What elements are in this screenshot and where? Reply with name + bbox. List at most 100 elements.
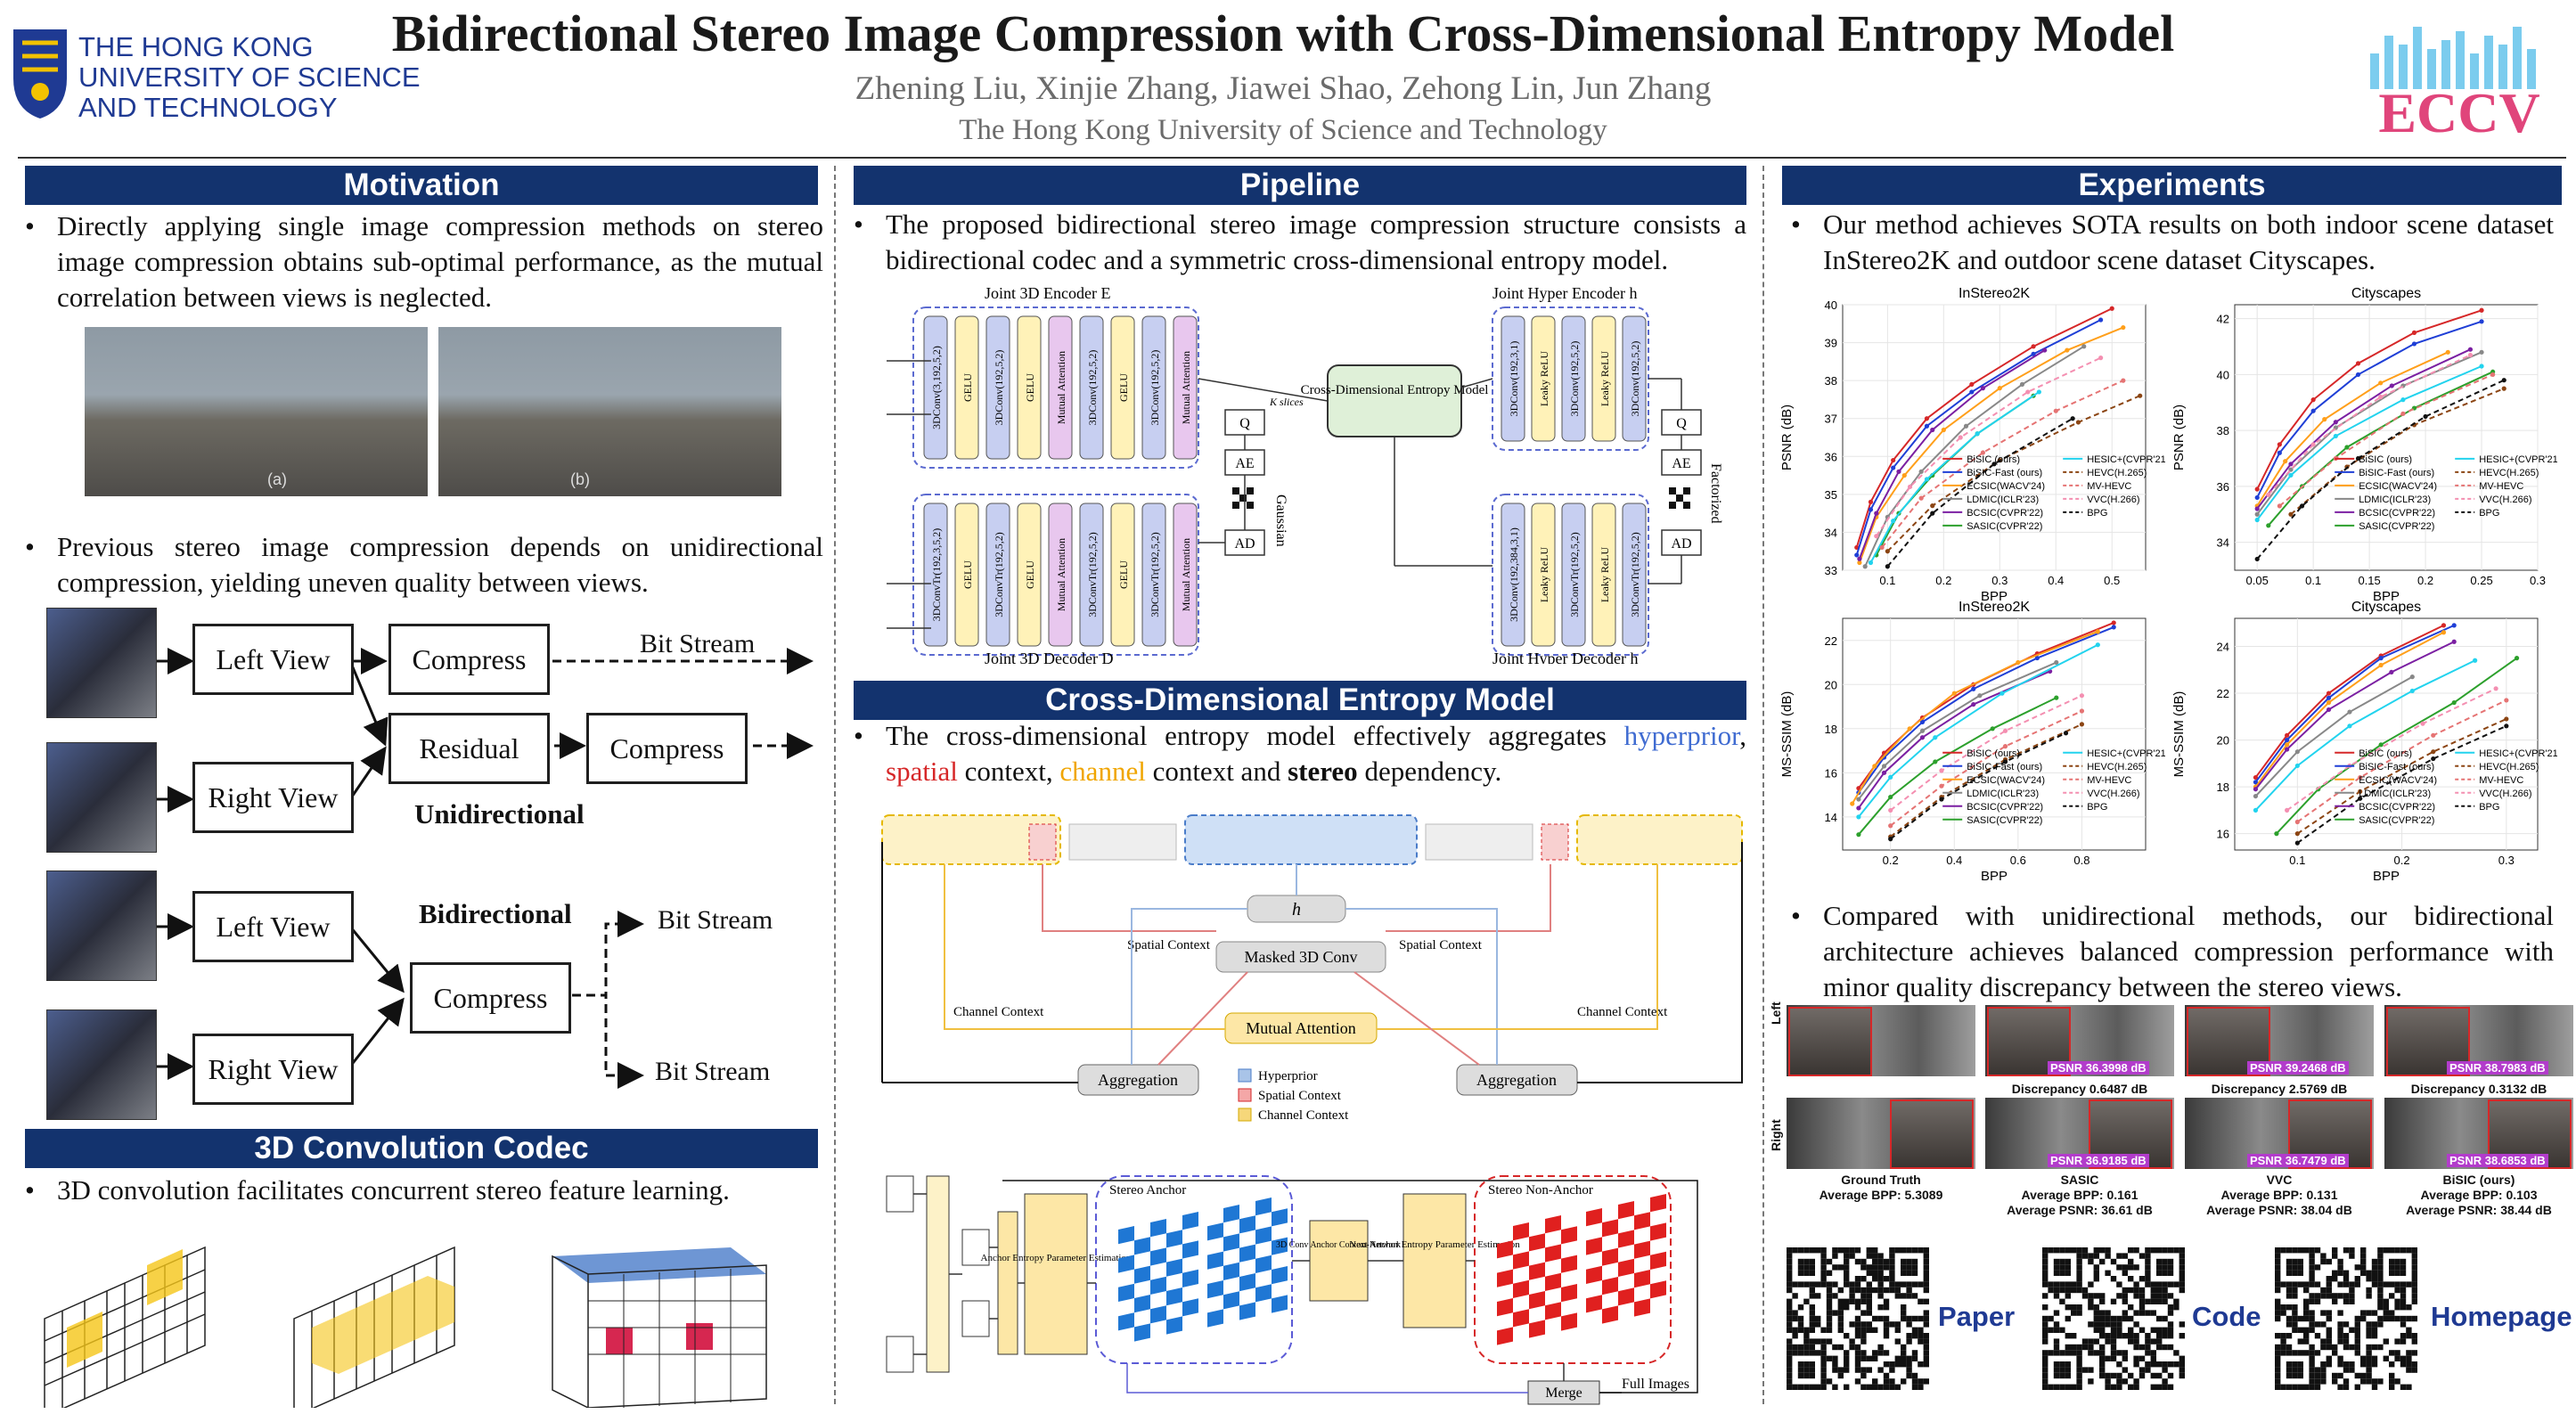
qr-module — [2406, 1355, 2412, 1361]
qr-module — [2042, 1276, 2049, 1282]
series-line-7 — [1890, 723, 2082, 838]
qr-label-paper[interactable]: Paper — [1938, 1301, 2016, 1332]
qr-module — [2093, 1304, 2099, 1311]
qr-module — [2400, 1338, 2407, 1345]
chart-title: InStereo2K — [1959, 600, 2030, 615]
comparison-image: PSNR 38.6853 dB — [2384, 1098, 2573, 1169]
qr-module — [2314, 1333, 2321, 1339]
plot-area — [1842, 617, 2147, 851]
qr-module — [2411, 1258, 2417, 1265]
qr-module — [1889, 1258, 1895, 1265]
qr-module — [1854, 1304, 1861, 1311]
legend-entry: BCSIC(CVPR'22) — [2359, 802, 2435, 813]
qr-module — [2411, 1247, 2417, 1254]
qr-module — [2088, 1293, 2094, 1299]
qr-module — [1877, 1315, 1884, 1322]
qr-module — [2309, 1247, 2315, 1254]
qr-module — [1866, 1270, 1872, 1276]
qr-module — [1901, 1270, 1907, 1276]
qr-module — [2406, 1247, 2412, 1254]
qr-module — [2354, 1276, 2360, 1282]
qr-module — [2076, 1372, 2082, 1379]
qr-module — [2360, 1258, 2367, 1265]
qr-module — [1809, 1384, 1815, 1390]
qr-module — [1820, 1367, 1827, 1373]
qr-module — [1889, 1321, 1895, 1328]
qr-module — [2167, 1270, 2174, 1276]
qr-module — [2292, 1270, 2298, 1276]
comparison-image: PSNR 38.7983 dB — [2384, 1005, 2573, 1076]
qr-module — [1826, 1378, 1833, 1385]
qr-label-code[interactable]: Code — [2192, 1301, 2261, 1332]
qr-module — [2314, 1367, 2321, 1373]
qr-module — [2042, 1315, 2049, 1322]
qr-label-homepage[interactable]: Homepage — [2431, 1301, 2572, 1332]
qr-module — [2366, 1350, 2372, 1356]
qr-module — [2406, 1350, 2412, 1356]
hyper-encoder-layer-label-3: Leaky ReLU — [1599, 351, 1611, 407]
data-point — [1933, 759, 1938, 764]
anchor-cell — [1239, 1215, 1255, 1234]
qr-module — [2116, 1321, 2122, 1328]
series-line-10 — [1886, 417, 2073, 568]
legend-entry: LDMIC(ICLR'23) — [2359, 789, 2431, 799]
qr-module — [1820, 1247, 1827, 1254]
channel-context-left-label: Channel Context — [953, 1005, 1044, 1019]
series-line-7 — [2296, 718, 2507, 835]
qr-module — [1860, 1367, 1867, 1373]
qr-module — [2133, 1378, 2139, 1385]
qr-module — [1820, 1253, 1827, 1259]
data-point — [2095, 629, 2100, 634]
qr-module — [1889, 1378, 1895, 1385]
qr-module — [1877, 1270, 1884, 1276]
qr-module — [1844, 1281, 1850, 1287]
qr-module — [2275, 1350, 2281, 1356]
qr-module — [1837, 1367, 1844, 1373]
qr-module — [1911, 1264, 1918, 1271]
qr-module — [1849, 1293, 1855, 1299]
institution-line-3: AND TECHNOLOGY — [78, 92, 338, 123]
qr-module — [2377, 1247, 2384, 1254]
data-point — [2098, 317, 2104, 323]
qr-code-homepage[interactable] — [2275, 1247, 2417, 1390]
codec3d-bullet-text: 3D convolution facilitates concurrent st… — [57, 1174, 730, 1206]
qr-module — [2065, 1293, 2071, 1299]
y-tick-label: 40 — [2217, 368, 2229, 381]
qr-module — [1844, 1355, 1850, 1361]
qr-module — [1826, 1270, 1833, 1276]
qr-module — [2389, 1310, 2395, 1316]
qr-code-paper[interactable] — [1787, 1247, 1929, 1390]
qr-module — [2286, 1287, 2293, 1294]
qr-code-code[interactable] — [2042, 1247, 2185, 1390]
qr-module — [2093, 1315, 2099, 1322]
anchor-cell — [1118, 1312, 1134, 1331]
legend-entry: MV-HEVC — [2479, 481, 2523, 492]
qr-module — [1923, 1258, 1929, 1265]
qr-module — [1844, 1367, 1850, 1373]
qr-module — [2314, 1264, 2321, 1271]
cdem-heading: Cross-Dimensional Entropy Model — [854, 681, 1746, 720]
qr-module — [2133, 1287, 2139, 1294]
qr-module — [1894, 1384, 1901, 1390]
y-tick-label: 36 — [1825, 450, 1837, 463]
x-axis-label: BPP — [2373, 589, 2400, 604]
qr-module — [1872, 1258, 1878, 1265]
encoder-layer-3 — [1017, 315, 1042, 460]
qr-module — [2309, 1258, 2315, 1265]
qr-module — [1906, 1247, 1912, 1254]
qr-module — [1787, 1321, 1793, 1328]
left-view-box-uni: Left View — [192, 624, 354, 695]
encoder-layer-5 — [1079, 315, 1104, 460]
discrepancy-label: Discrepancy 0.3132 dB — [2410, 1082, 2547, 1096]
qr-module — [2162, 1293, 2168, 1299]
qr-module — [2337, 1384, 2343, 1390]
anchor-cell — [1239, 1273, 1255, 1292]
qr-module — [2076, 1384, 2082, 1390]
qr-module — [2076, 1350, 2082, 1356]
qr-module — [1860, 1333, 1867, 1339]
qr-module — [2394, 1264, 2400, 1271]
qr-module — [2366, 1367, 2372, 1373]
qr-module — [2105, 1372, 2111, 1379]
qr-module — [2179, 1355, 2185, 1361]
qr-module — [2179, 1333, 2185, 1339]
